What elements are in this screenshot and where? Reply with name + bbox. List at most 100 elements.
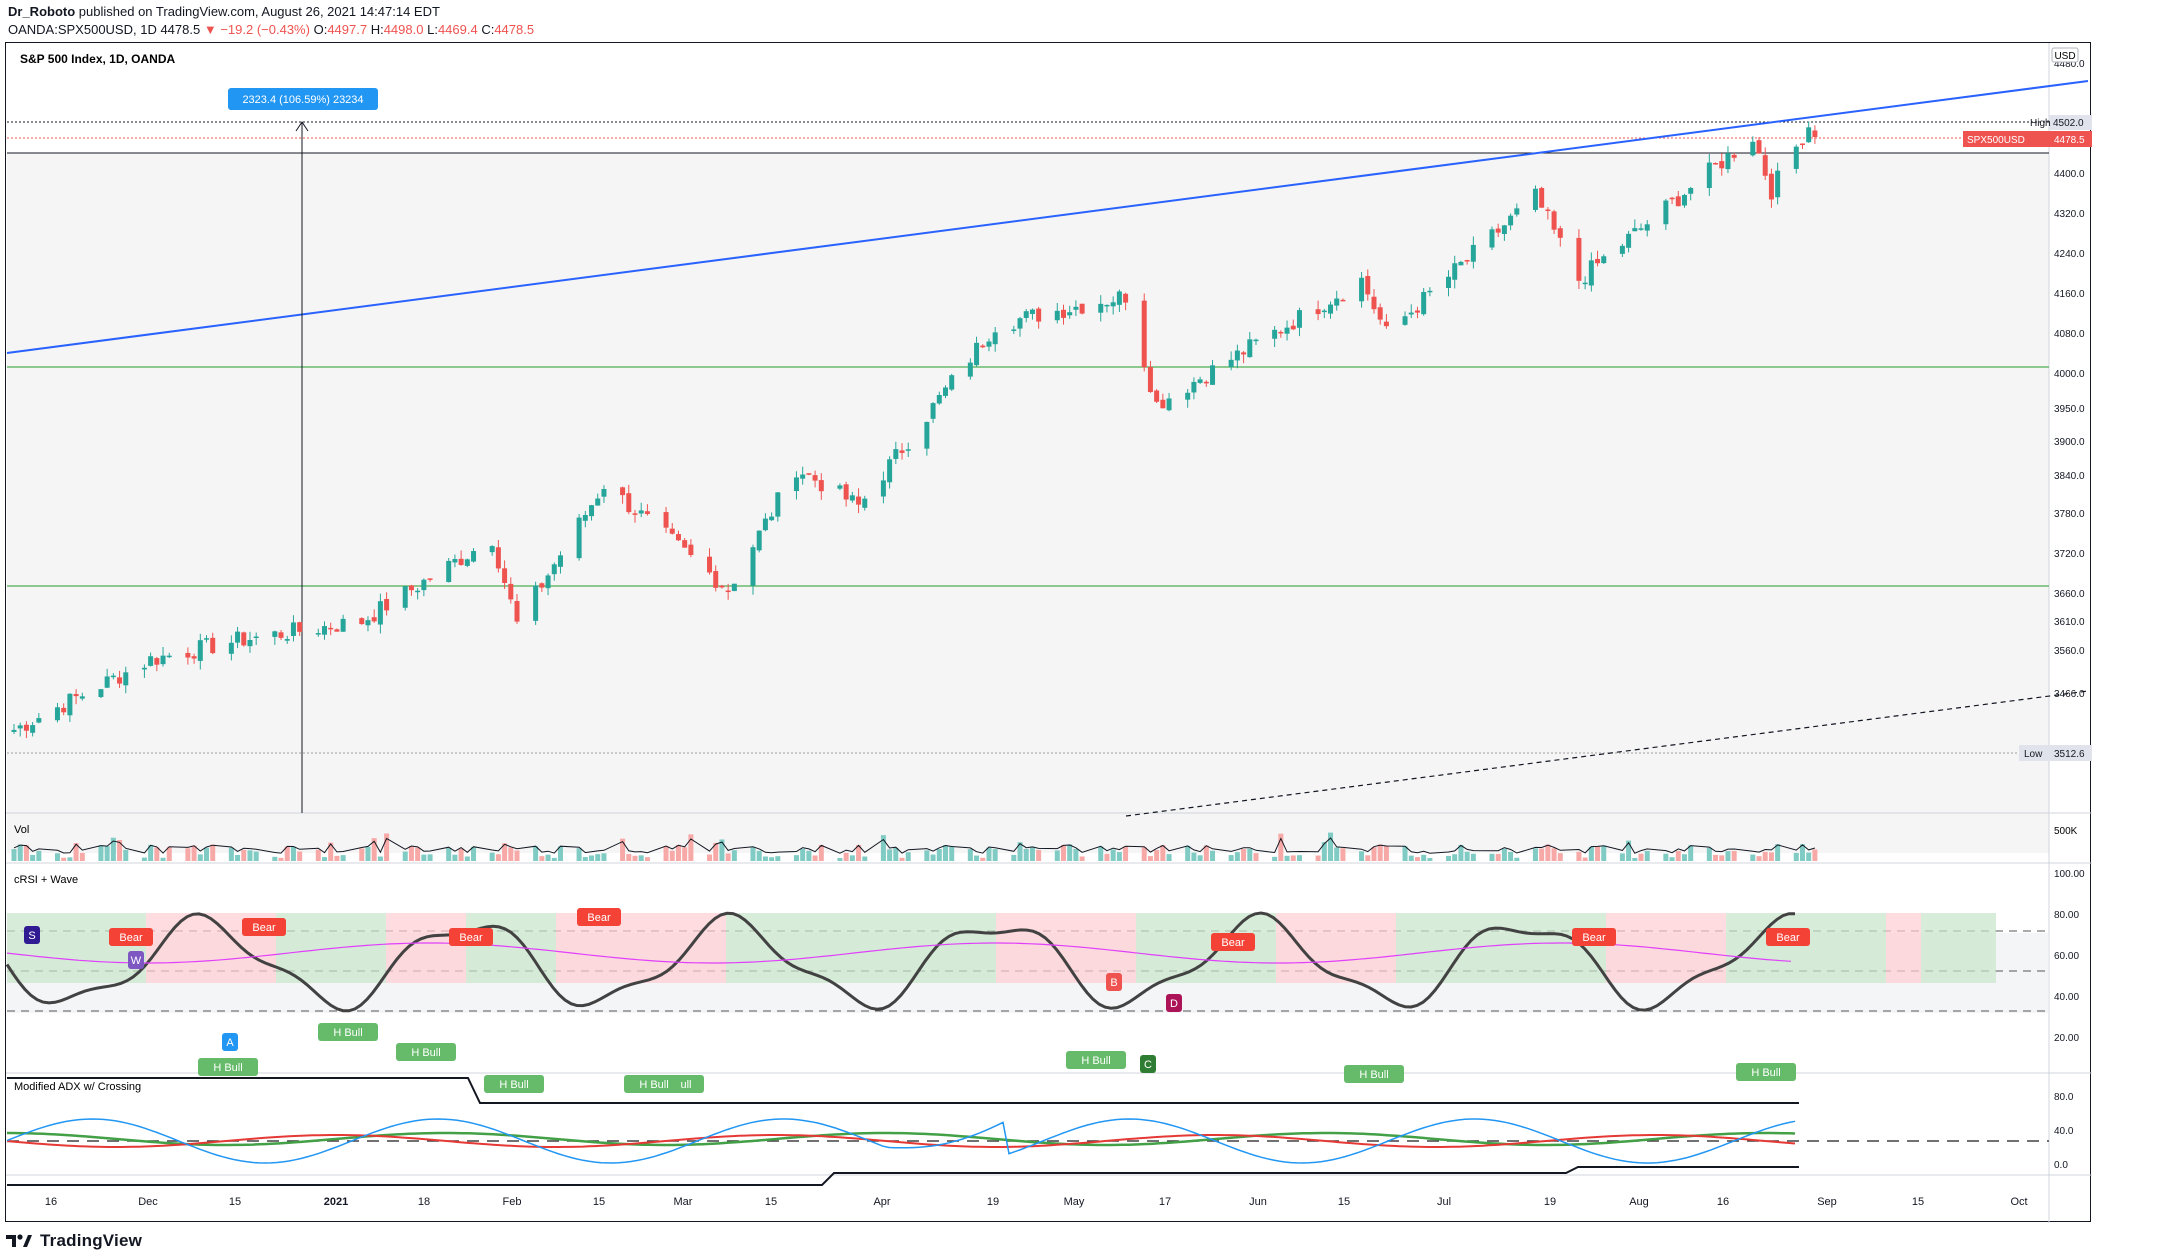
candle-body — [719, 585, 725, 588]
candle-body — [1408, 312, 1414, 315]
candle-body — [1688, 187, 1694, 194]
price-tick-label: 3660.0 — [2054, 589, 2085, 600]
volume-bar — [1296, 855, 1302, 861]
volume-bar — [359, 848, 365, 861]
adx-minus-di-line — [6, 1134, 1796, 1148]
chart-frame[interactable]: S&P 500 Index, 1D, OANDA 2323.4 (106.59%… — [5, 42, 2092, 1223]
change-text: ▼ −19.2 (−0.43%) — [203, 22, 310, 37]
adx-lower-envelope — [7, 1166, 1799, 1186]
candle-body — [1104, 304, 1110, 307]
volume-bar — [104, 846, 110, 861]
candle-body — [1116, 291, 1122, 305]
volume-bar — [682, 847, 688, 861]
volume-bar — [1272, 856, 1278, 861]
volume-bar — [17, 844, 23, 861]
candle-body — [1123, 293, 1129, 303]
price-axis[interactable]: 4480.0 4400.0 4320.0 4240.0 4160.0 4080.0 4000… — [2054, 59, 2085, 700]
candle-body — [663, 512, 669, 528]
candle-body — [328, 627, 334, 630]
open-value: 4497.7 — [327, 22, 368, 37]
volume-bar — [1799, 844, 1805, 861]
volume-bar — [1067, 844, 1073, 861]
crsi-wave-series[interactable] — [6, 911, 2049, 1013]
time-tick-label: 15 — [229, 1196, 241, 1208]
candle-body — [1247, 339, 1253, 358]
volume-bar — [185, 848, 191, 861]
signal-label-box — [198, 1058, 258, 1076]
volume-ma-line — [13, 837, 1816, 854]
time-axis[interactable]: 16 Dec 15 2021 18 Feb 15 Mar 15 Apr 19 May 17 Jun 15 Ju… — [45, 1196, 2028, 1208]
signal-label: H Bull — [1359, 1069, 1388, 1081]
adx-series[interactable] — [6, 1077, 2049, 1186]
candle-body — [67, 693, 73, 716]
price-tick-label: 4080.0 — [2054, 329, 2085, 340]
volume-bar — [1756, 856, 1762, 861]
price-tick-label: 4000.0 — [2054, 369, 2085, 380]
candle-body — [551, 564, 557, 575]
candle-body — [775, 492, 781, 517]
rsi-axis[interactable]: 100.00 80.00 60.00 40.00 20.00 — [2054, 869, 2085, 1044]
candle-body — [1508, 215, 1514, 226]
time-tick-label: 18 — [418, 1196, 430, 1208]
signal-label: H Bull — [1751, 1067, 1780, 1079]
candle-body — [61, 707, 67, 713]
trend-line-upper[interactable] — [6, 80, 2089, 354]
chart-canvas[interactable]: S&P 500 Index, 1D, OANDA 2323.4 (106.59%… — [6, 43, 2092, 1223]
signal-label: H Bull — [333, 1027, 362, 1039]
volume-bar — [297, 851, 303, 861]
volume-bar — [1154, 849, 1160, 861]
volume-bar — [514, 850, 520, 861]
symbol-ohlc-line: OANDA:SPX500USD, 1D 4478.5 ▼ −19.2 (−0.4… — [8, 22, 535, 37]
signal-label: C — [1144, 1059, 1152, 1071]
time-tick-label: 19 — [1544, 1196, 1556, 1208]
candlestick-series[interactable] — [11, 121, 1818, 739]
volume-bar — [1371, 847, 1377, 861]
measure-label-box[interactable] — [228, 88, 378, 110]
volume-bar — [1514, 857, 1520, 861]
volume-bar — [533, 846, 539, 861]
rsi-tick-label: 20.00 — [2054, 1033, 2079, 1044]
candle-body — [110, 675, 116, 678]
volume-series[interactable] — [11, 832, 1818, 861]
volume-bar — [644, 857, 650, 861]
price-tick-label: 4400.0 — [2054, 169, 2085, 180]
volume-bar — [880, 835, 886, 861]
candle-body — [1191, 381, 1197, 393]
candle-body — [812, 475, 818, 481]
candle-body — [707, 556, 713, 573]
rsi-signal-labels[interactable]: Bear Bear Bear Bear Bear Bear Bear H Bull H Bull… — [24, 908, 1810, 1093]
candle-body — [1147, 366, 1153, 393]
vol-tick: 500K — [2054, 826, 2078, 837]
candle-body — [800, 474, 806, 479]
price-tick-label: 3950.0 — [2054, 404, 2085, 415]
volume-bar — [11, 849, 17, 861]
volume-bar — [595, 854, 601, 861]
rsi-zone — [7, 913, 146, 983]
candle-body — [557, 555, 563, 567]
time-tick-label: Sep — [1817, 1196, 1837, 1208]
signal-label-box — [668, 1075, 704, 1093]
candle-body — [241, 632, 247, 646]
volume-bar — [1123, 846, 1129, 861]
volume-bar — [36, 850, 42, 861]
candle-body — [1079, 303, 1085, 314]
volume-bar — [1210, 850, 1216, 861]
signal-label-box — [449, 928, 493, 946]
candle-body — [1514, 208, 1520, 215]
signal-label-box — [1766, 928, 1810, 946]
volume-bar — [73, 843, 79, 861]
volume-bar — [421, 854, 427, 861]
currency-box[interactable] — [2051, 47, 2079, 63]
volume-bar — [61, 857, 67, 861]
candle-body — [1154, 390, 1160, 402]
volume-bar — [1377, 844, 1383, 861]
volume-bar — [1532, 848, 1538, 861]
candle-body — [452, 559, 458, 563]
candle-body — [508, 583, 514, 600]
signal-label: H Bull — [411, 1047, 440, 1059]
candle-body — [415, 590, 421, 593]
adx-axis[interactable]: 80.0 40.0 0.0 — [2054, 1092, 2074, 1171]
author-name[interactable]: Dr_Roboto — [8, 4, 76, 19]
volume-bar — [1644, 850, 1650, 861]
volume-bar — [204, 847, 210, 861]
